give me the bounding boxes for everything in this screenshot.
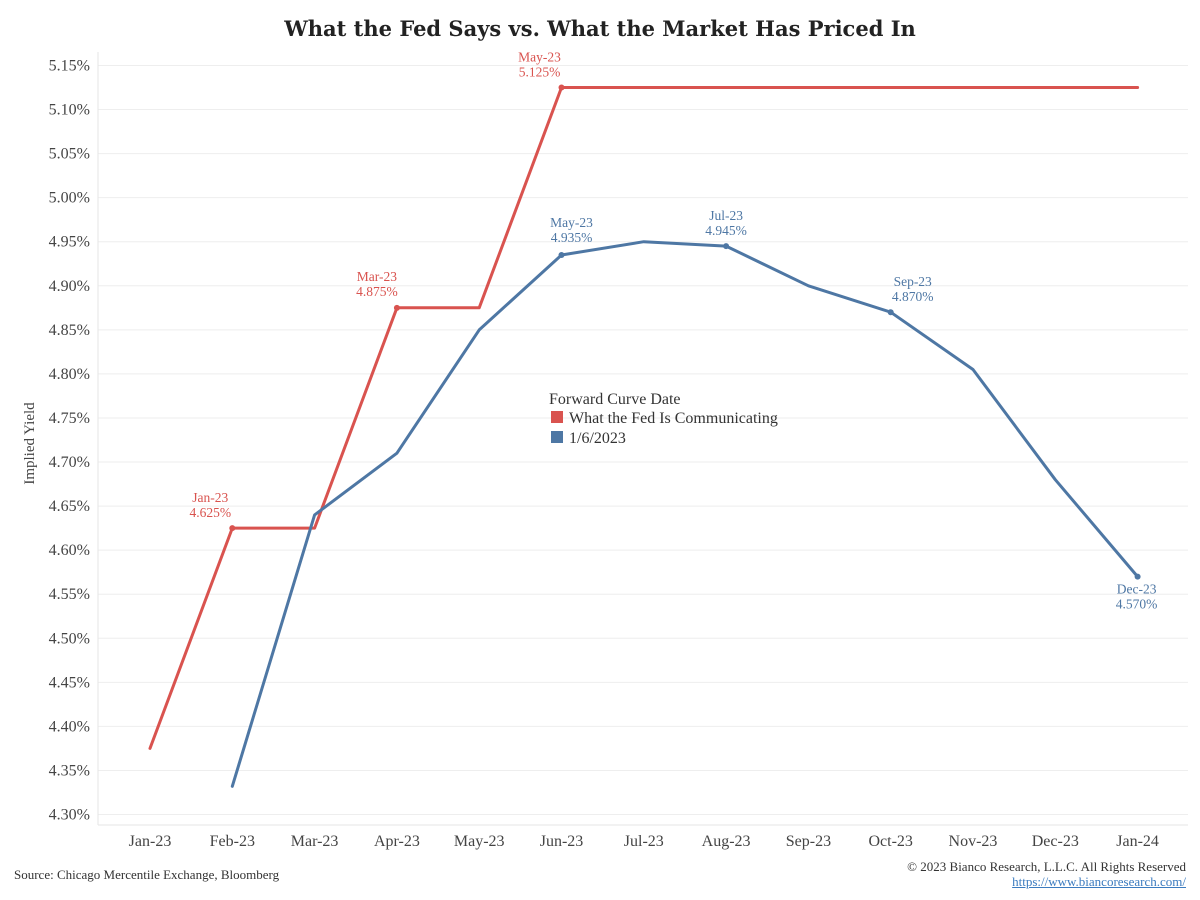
- annotation-date-label: Jul-23: [709, 208, 743, 223]
- annotation-date-label: May-23: [550, 215, 593, 230]
- x-tick-label: May-23: [454, 833, 505, 850]
- y-axis-label: Implied Yield: [22, 402, 38, 485]
- x-tick-label: Jan-24: [1116, 833, 1159, 850]
- y-tick-label: 4.65%: [49, 498, 90, 515]
- y-tick-label: 4.60%: [49, 542, 90, 559]
- annotation-value-label: 4.870%: [892, 289, 934, 304]
- y-tick-label: 4.85%: [49, 322, 90, 339]
- y-tick-label: 4.80%: [49, 366, 90, 383]
- data-point-marker: [558, 84, 565, 91]
- annotation-value-label: 4.570%: [1116, 597, 1158, 612]
- x-tick-label: Sep-23: [786, 833, 831, 850]
- series-line-0: [148, 86, 1140, 750]
- y-tick-label: 4.30%: [49, 807, 90, 824]
- y-tick-label: 5.00%: [49, 190, 90, 207]
- x-tick-label: Mar-23: [291, 833, 339, 850]
- y-tick-label: 4.50%: [49, 630, 90, 647]
- annotation-value-label: 4.875%: [356, 284, 398, 299]
- legend-swatch: [551, 431, 563, 443]
- data-point-marker: [229, 525, 236, 532]
- website-link[interactable]: https://www.biancoresearch.com/: [1012, 874, 1186, 889]
- annotation-date-label: Jan-23: [192, 490, 228, 505]
- annotation-value-label: 4.625%: [189, 505, 231, 520]
- x-tick-label: Aug-23: [702, 833, 751, 850]
- legend-swatch: [551, 411, 563, 423]
- y-tick-label: 4.75%: [49, 410, 90, 427]
- x-tick-label: Jul-23: [624, 833, 664, 850]
- source-note: Source: Chicago Mercentile Exchange, Blo…: [14, 867, 280, 882]
- y-tick-label: 4.35%: [49, 762, 90, 779]
- legend-entry-label: What the Fed Is Communicating: [569, 410, 778, 427]
- y-tick-label: 4.40%: [49, 718, 90, 735]
- data-point-marker: [558, 251, 565, 258]
- y-tick-label: 4.90%: [49, 278, 90, 295]
- y-tick-label: 5.10%: [49, 102, 90, 119]
- y-tick-label: 4.55%: [49, 586, 90, 603]
- copyright-text: © 2023 Bianco Research, L.L.C. All Right…: [907, 859, 1186, 874]
- legend: Forward Curve Date What the Fed Is Commun…: [549, 391, 778, 447]
- copyright-block: © 2023 Bianco Research, L.L.C. All Right…: [907, 859, 1186, 889]
- annotation-date-label: Mar-23: [357, 269, 397, 284]
- annotation-date-label: Sep-23: [894, 274, 932, 289]
- annotation-value-label: 4.945%: [705, 223, 747, 238]
- data-point-marker: [723, 243, 730, 250]
- x-tick-label: Feb-23: [210, 833, 255, 850]
- annotation-date-label: Dec-23: [1117, 582, 1157, 597]
- annotations: Jan-234.625%Mar-234.875%May-235.125%May-…: [189, 50, 1157, 612]
- chart-title: What the Fed Says vs. What the Market Ha…: [284, 16, 916, 41]
- annotation-value-label: 4.935%: [551, 230, 593, 245]
- data-point-marker: [887, 309, 894, 316]
- y-tick-label: 4.70%: [49, 454, 90, 471]
- annotation-value-label: 5.125%: [519, 65, 561, 80]
- data-point-marker: [1134, 573, 1141, 580]
- y-tick-label: 5.15%: [49, 58, 90, 75]
- series-line-1: [230, 240, 1140, 788]
- x-tick-label: Jan-23: [129, 833, 172, 850]
- y-tick-label: 4.95%: [49, 234, 90, 251]
- x-tick-label: Nov-23: [949, 833, 998, 850]
- y-tick-label: 4.45%: [49, 674, 90, 691]
- data-point-marker: [393, 304, 400, 311]
- axes: 4.30% 4.35% 4.40% 4.45% 4.50% 4.55% 4.60% 4.65%…: [22, 52, 1188, 850]
- legend-title: Forward Curve Date: [549, 391, 681, 408]
- y-tick-label: 5.05%: [49, 146, 90, 163]
- annotation-date-label: May-23: [518, 50, 561, 65]
- x-tick-label: Jun-23: [540, 833, 584, 850]
- legend-entry-label: 1/6/2023: [569, 430, 626, 447]
- series-lines: [148, 86, 1140, 788]
- x-tick-label: Dec-23: [1032, 833, 1079, 850]
- x-tick-label: Apr-23: [374, 833, 420, 850]
- x-tick-label: Oct-23: [868, 833, 912, 850]
